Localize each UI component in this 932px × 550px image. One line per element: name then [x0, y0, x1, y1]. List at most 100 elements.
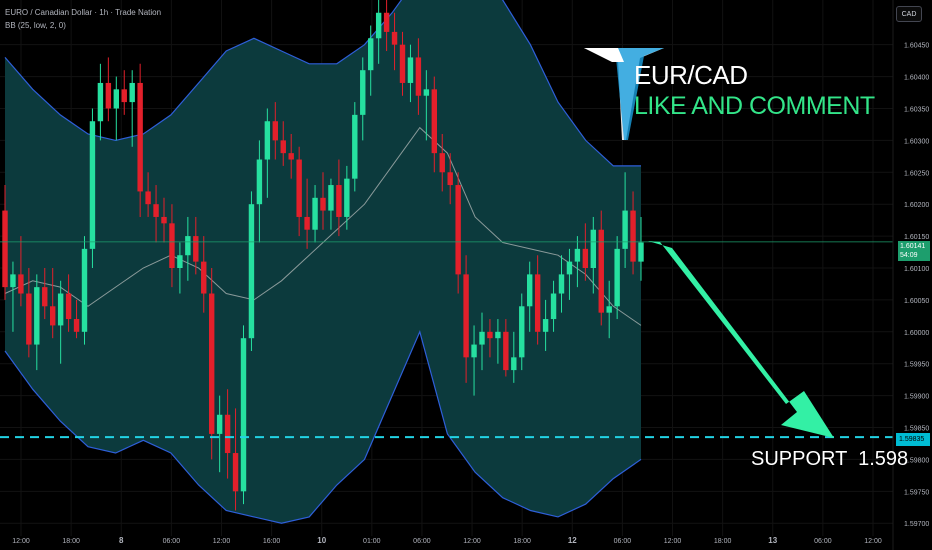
candle-body	[558, 274, 565, 294]
candle-body	[296, 159, 302, 217]
candle-body	[550, 293, 557, 320]
y-tick-label: 1.60400	[904, 75, 929, 82]
candle-body	[622, 210, 628, 249]
candle-body	[288, 153, 294, 160]
candle-body	[471, 344, 477, 358]
candle-body	[590, 229, 597, 268]
down-arrow-annotation	[648, 241, 834, 438]
candle-body	[447, 172, 453, 186]
candle-body	[463, 274, 469, 358]
y-axis-labels: 1.60450 1.60400 1.60350 1.60300 1.60250 1.602…	[904, 43, 929, 529]
candle-body	[360, 70, 366, 115]
candle-body	[137, 82, 143, 192]
countdown-value: 54:09	[900, 252, 918, 259]
overlay-subtitle: LIKE AND COMMENT	[634, 92, 875, 120]
candle-body	[503, 331, 509, 371]
y-tick-label: 1.60300	[904, 138, 929, 145]
candle-body	[423, 89, 430, 96]
y-tick-label: 1.60200	[904, 202, 929, 209]
x-tick-label: 12:00	[463, 538, 481, 545]
candle-body	[487, 331, 493, 339]
x-tick-label: 10	[317, 536, 326, 545]
x-tick-label: 12:00	[864, 538, 882, 545]
symbol-title: EURO / Canadian Dollar · 1h · Trade Nati…	[5, 8, 162, 17]
candle-body	[495, 331, 501, 339]
x-tick-label: 12:00	[664, 538, 682, 545]
y-tick-label: 1.60150	[904, 234, 929, 241]
candle-body	[304, 216, 310, 230]
candle-body	[105, 82, 112, 109]
candles	[2, 0, 644, 511]
candle-body	[208, 293, 215, 434]
currency-badge[interactable]: CAD	[896, 6, 922, 22]
candle-body	[344, 178, 350, 217]
candle-body	[566, 261, 573, 275]
candle-body	[479, 331, 485, 345]
candle-body	[216, 414, 223, 434]
candle-body	[224, 414, 231, 454]
x-tick-label: 06:00	[163, 538, 181, 545]
candle-body	[336, 185, 342, 217]
candle-body	[26, 293, 32, 345]
x-tick-label: 18:00	[714, 538, 732, 545]
candle-body	[18, 274, 24, 294]
y-tick-label: 1.59900	[904, 394, 929, 401]
candle-body	[542, 319, 549, 332]
candle-body	[73, 319, 80, 332]
candle-body	[280, 140, 286, 154]
bollinger-band-fill	[5, 0, 641, 524]
candle-body	[519, 306, 525, 358]
candle-body	[89, 121, 96, 249]
candle-body	[248, 204, 255, 339]
candle-body	[113, 89, 120, 109]
candle-body	[57, 293, 64, 326]
y-tick-label: 1.59850	[904, 426, 929, 433]
candle-body	[10, 274, 16, 288]
candle-body	[614, 248, 620, 307]
x-tick-label: 16:00	[263, 538, 281, 545]
candle-body	[415, 57, 422, 96]
x-tick-label: 06:00	[614, 538, 632, 545]
candle-body	[383, 12, 390, 32]
candle-body	[264, 121, 271, 160]
candle-body	[240, 338, 247, 492]
y-tick-label: 1.60350	[904, 106, 929, 113]
candle-body	[312, 197, 318, 230]
x-axis-labels: 12:00 18:00 8 06:00 12:00 16:00 10 01:00 06:00 12…	[12, 536, 882, 545]
trade-nation-logo	[584, 48, 664, 140]
candle-body	[534, 274, 541, 332]
x-tick-label: 12:00	[213, 538, 231, 545]
x-tick-label: 18:00	[513, 538, 531, 545]
y-tick-label: 1.60000	[904, 330, 929, 337]
candle-body	[97, 82, 104, 122]
x-tick-label: 12	[568, 536, 577, 545]
candle-body	[65, 293, 72, 320]
candle-body	[129, 82, 135, 103]
candle-body	[153, 204, 159, 217]
candle-body	[272, 121, 279, 141]
candle-body	[439, 153, 445, 173]
y-tick-label: 1.59800	[904, 457, 929, 464]
candle-body	[574, 248, 581, 262]
candle-body	[161, 216, 167, 224]
candle-body	[399, 44, 406, 83]
indicator-legend[interactable]: BB (25, low, 2, 0)	[5, 21, 66, 30]
candle-body	[42, 287, 48, 307]
x-tick-label: 06:00	[413, 538, 431, 545]
candle-body	[638, 242, 644, 262]
x-tick-label: 13	[768, 536, 777, 545]
candle-body	[328, 185, 334, 211]
support-price-tag: 1.59835	[896, 433, 930, 446]
candle-body	[49, 306, 56, 326]
y-tick-label: 1.59950	[904, 362, 929, 369]
x-tick-label: 06:00	[814, 538, 832, 545]
candle-body	[121, 89, 127, 103]
candle-body	[34, 287, 40, 345]
candle-body	[630, 210, 636, 262]
y-tick-label: 1.59750	[904, 489, 929, 496]
candle-body	[201, 261, 207, 294]
candle-body	[391, 31, 398, 45]
candle-body	[177, 255, 183, 268]
y-tick-label: 1.60450	[904, 43, 929, 50]
